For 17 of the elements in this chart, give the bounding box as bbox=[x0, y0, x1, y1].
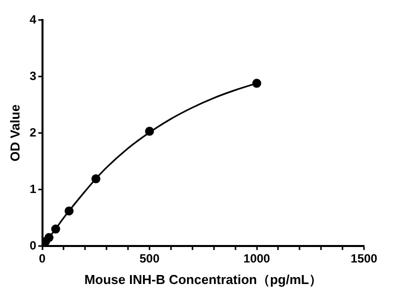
x-tick-label: 1500 bbox=[350, 252, 378, 266]
point bbox=[51, 224, 60, 234]
point bbox=[91, 174, 100, 184]
y-tick-label: 3 bbox=[30, 68, 37, 83]
y-tick-label: 0 bbox=[30, 238, 37, 252]
point bbox=[64, 206, 74, 216]
point bbox=[145, 126, 154, 136]
x-tick-label: 500 bbox=[140, 252, 160, 266]
y-tick-label: 2 bbox=[30, 125, 37, 140]
point bbox=[44, 233, 54, 242]
y-tick-label: 1 bbox=[30, 182, 37, 196]
x-tick-label: 0 bbox=[38, 252, 46, 266]
y-axis-title: OD Value bbox=[7, 104, 22, 162]
y-tick-label: 4 bbox=[30, 12, 37, 26]
x-axis-title: Mouse INH-B Concentration（pg/mL） bbox=[84, 272, 322, 287]
x-tick-label: 1000 bbox=[243, 252, 270, 266]
point bbox=[252, 78, 262, 88]
